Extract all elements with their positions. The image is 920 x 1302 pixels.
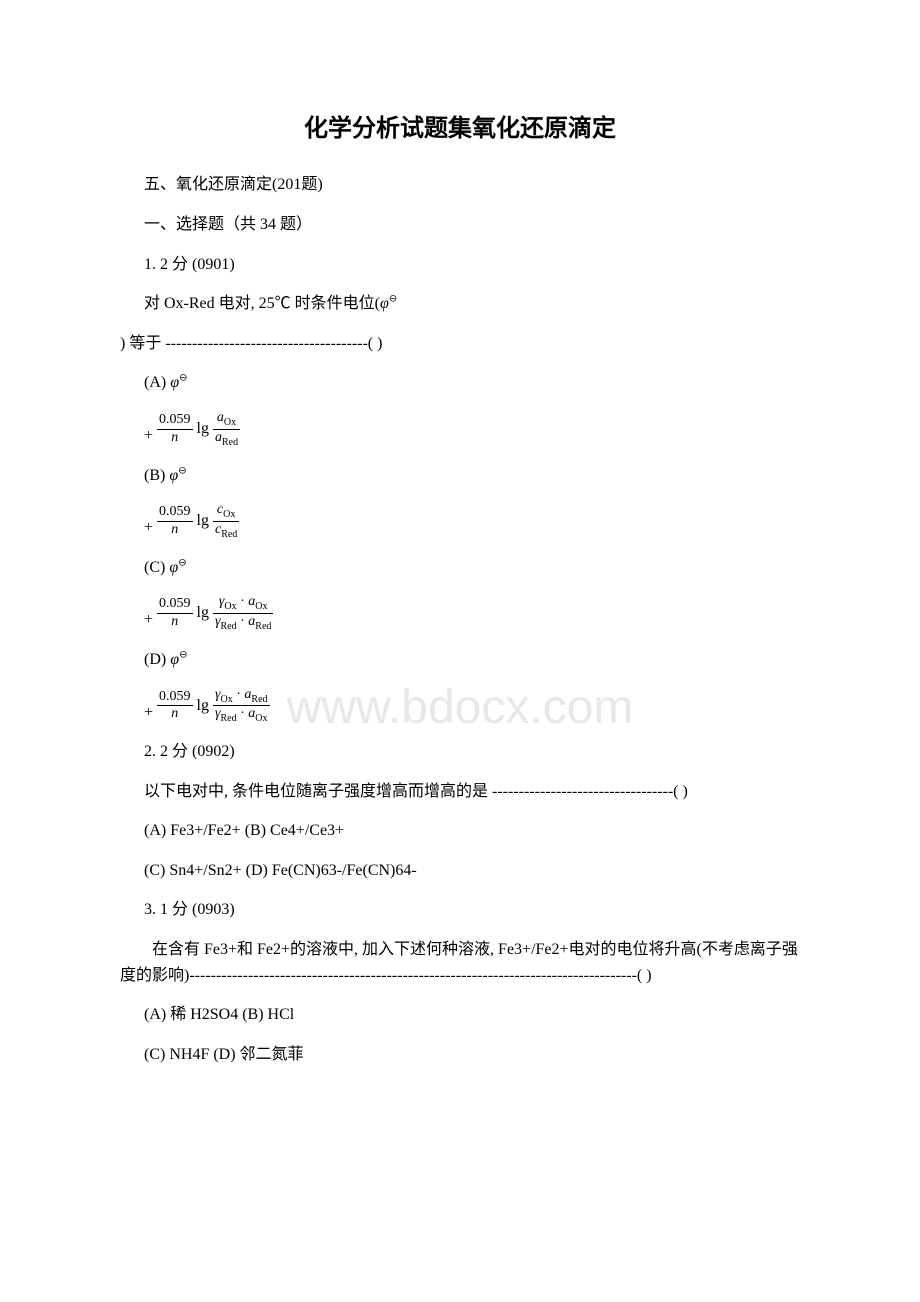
- q3-options-ab: (A) 稀 H2SO4 (B) HCl: [120, 1002, 800, 1028]
- q3-options-cd: (C) NH4F (D) 邻二氮菲: [120, 1042, 800, 1068]
- q1-option-b-label: (B) φ⊖: [120, 463, 800, 489]
- q1-text-line2: ) 等于 -----------------------------------…: [120, 331, 800, 357]
- q1-option-c-formula: + 0.059 n lg γOx · aOx γRed · aRed: [120, 594, 800, 633]
- q1-option-c-label: (C) φ⊖: [120, 555, 800, 581]
- q1-option-b-formula: + 0.059 n lg cOx cRed: [120, 502, 800, 541]
- phi-symbol: φ⊖: [380, 295, 397, 312]
- section-header: 五、氧化还原滴定(201题): [120, 172, 800, 198]
- q2-header: 2. 2 分 (0902): [120, 739, 800, 765]
- q1-option-d-label: (D) φ⊖: [120, 647, 800, 673]
- q3-text: 在含有 Fe3+和 Fe2+的溶液中, 加入下述何种溶液, Fe3+/Fe2+电…: [120, 937, 800, 988]
- q1-header: 1. 2 分 (0901): [120, 252, 800, 278]
- subsection-header: 一、选择题（共 34 题）: [120, 212, 800, 238]
- page-title: 化学分析试题集氧化还原滴定: [120, 110, 800, 148]
- q1-text1-prefix: 对 Ox-Red 电对, 25℃ 时条件电位(: [144, 295, 380, 312]
- q1-option-a-formula: + 0.059 n lg aOx aRed: [120, 410, 800, 449]
- q3-header: 3. 1 分 (0903): [120, 897, 800, 923]
- q1-text-line1: 对 Ox-Red 电对, 25℃ 时条件电位(φ⊖: [120, 291, 800, 317]
- document-content: 化学分析试题集氧化还原滴定 五、氧化还原滴定(201题) 一、选择题（共 34 …: [120, 110, 800, 1067]
- q2-options-ab: (A) Fe3+/Fe2+ (B) Ce4+/Ce3+: [120, 818, 800, 844]
- q1-option-d-formula: + 0.059 n lg γOx · aRed γRed · aOx: [120, 687, 800, 726]
- q2-text: 以下电对中, 条件电位随离子强度增高而增高的是 ----------------…: [120, 779, 800, 805]
- q1-option-a-label: (A) φ⊖: [120, 370, 800, 396]
- q2-options-cd: (C) Sn4+/Sn2+ (D) Fe(CN)63-/Fe(CN)64-: [120, 858, 800, 884]
